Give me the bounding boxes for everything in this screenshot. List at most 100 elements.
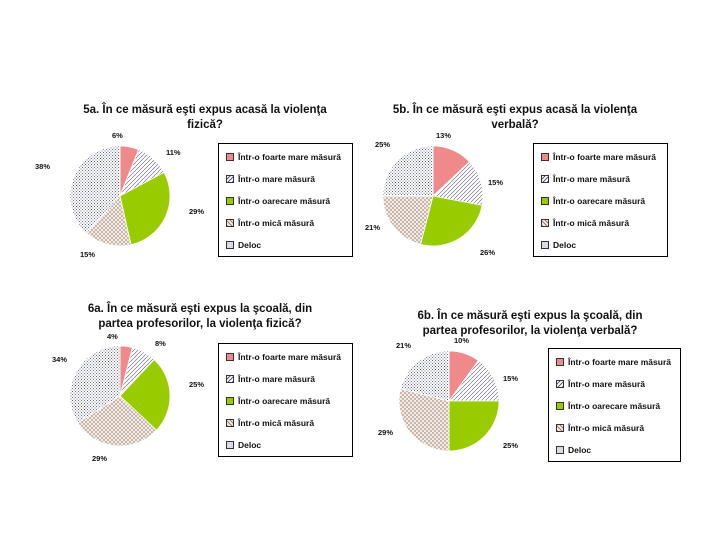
legend-swatch-2 xyxy=(541,197,549,205)
chart-title-line2: fizică? xyxy=(187,119,223,131)
legend-item-2: Într-o oarecare măsură xyxy=(226,396,330,406)
legend-swatch-3 xyxy=(556,424,564,432)
legend-swatch-2 xyxy=(556,402,564,410)
legend-label-3: Într-o mică măsură xyxy=(238,418,315,428)
pie-chart xyxy=(69,345,171,447)
slice-label-4: 25% xyxy=(375,140,391,149)
legend-item-1: Într-o mare măsură xyxy=(226,174,315,184)
pie-slice-2 xyxy=(119,358,171,431)
legend-swatch-3 xyxy=(226,419,234,427)
legend-swatch-4 xyxy=(556,446,564,454)
chart-title: 5b. În ce măsură eşti expus acasă la vio… xyxy=(365,103,665,133)
chart-title-line1: 6a. În ce măsură eşti expus la şcoală, d… xyxy=(87,303,313,315)
slice-label-4: 38% xyxy=(35,162,51,171)
pie-chart xyxy=(398,350,500,452)
legend-item-0: Într-o foarte mare măsură xyxy=(556,357,671,367)
slice-label-0: 13% xyxy=(436,131,452,140)
legend-item-1: Într-o mare măsură xyxy=(226,374,315,384)
legend-swatch-4 xyxy=(226,241,234,249)
slice-label-1: 8% xyxy=(155,339,166,348)
legend-swatch-4 xyxy=(541,241,549,249)
legend-label-2: Într-o oarecare măsură xyxy=(553,196,646,206)
legend: Într-o foarte mare măsură Într-o mare măs… xyxy=(548,348,681,462)
legend-swatch-0 xyxy=(226,153,234,161)
chart-title-line2: verbală? xyxy=(491,119,539,131)
legend-label-2: Într-o oarecare măsură xyxy=(568,401,661,411)
legend-swatch-1 xyxy=(226,175,234,183)
legend-item-4: Deloc xyxy=(541,240,576,250)
legend-swatch-1 xyxy=(541,175,549,183)
slice-label-1: 11% xyxy=(166,148,181,157)
legend-item-4: Deloc xyxy=(556,445,591,455)
slice-label-1: 15% xyxy=(503,374,519,383)
chart-title-line2: partea profesorilor, la violenţa verbală… xyxy=(422,325,638,337)
slice-label-0: 6% xyxy=(112,131,123,140)
slice-label-2: 26% xyxy=(480,248,496,257)
legend-item-0: Într-o foarte mare măsură xyxy=(226,152,341,162)
legend-swatch-1 xyxy=(556,380,564,388)
pie-slice-4 xyxy=(400,350,450,402)
pie-slice-3 xyxy=(86,195,132,247)
slice-label-1: 15% xyxy=(488,178,504,187)
legend-swatch-4 xyxy=(226,441,234,449)
legend-label-4: Deloc xyxy=(238,240,262,250)
chart-title-line1: 6b. În ce măsură eşti expus la şcoală, d… xyxy=(417,310,643,322)
slice-label-3: 21% xyxy=(365,223,381,232)
legend-item-3: Într-o mică măsură xyxy=(226,218,314,228)
legend-swatch-2 xyxy=(226,197,234,205)
legend-label-4: Deloc xyxy=(553,240,577,250)
legend-item-3: Într-o mică măsură xyxy=(556,423,644,433)
pie-slice-3 xyxy=(398,388,450,452)
slice-label-2: 25% xyxy=(189,380,205,389)
legend: Într-o foarte mare măsură Într-o mare măs… xyxy=(218,343,353,457)
slice-label-2: 29% xyxy=(189,207,205,216)
slice-label-3: 29% xyxy=(378,428,394,437)
pie-slice-4 xyxy=(69,145,121,234)
legend-label-2: Într-o oarecare măsură xyxy=(238,396,331,406)
legend-label-3: Într-o mică măsură xyxy=(553,218,630,228)
legend: Într-o foarte mare măsură Într-o mare măs… xyxy=(218,143,353,257)
chart-title: 6b. În ce măsură eşti expus la şcoală, d… xyxy=(380,309,680,339)
chart-title-line2: partea profesorilor, la violenţa fizică? xyxy=(98,318,302,330)
legend-label-0: Într-o foarte mare măsură xyxy=(553,152,656,162)
pie-slice-4 xyxy=(382,145,434,197)
legend-item-0: Într-o foarte mare măsură xyxy=(226,352,341,362)
legend-swatch-0 xyxy=(226,353,234,361)
pie-slice-2 xyxy=(420,195,483,247)
legend-swatch-3 xyxy=(226,219,234,227)
legend-label-0: Într-o foarte mare măsură xyxy=(568,357,671,367)
legend-item-2: Într-o oarecare măsură xyxy=(541,196,645,206)
legend-item-2: Într-o oarecare măsură xyxy=(556,401,660,411)
legend-label-0: Într-o foarte mare măsură xyxy=(238,152,341,162)
legend-label-4: Deloc xyxy=(238,440,262,450)
legend-label-1: Într-o mare măsură xyxy=(238,374,315,384)
legend-label-0: Într-o foarte mare măsură xyxy=(238,352,341,362)
legend-item-1: Într-o mare măsură xyxy=(556,379,645,389)
legend-swatch-3 xyxy=(541,219,549,227)
slice-label-0: 4% xyxy=(107,332,118,341)
legend-label-1: Într-o mare măsură xyxy=(238,174,315,184)
legend-item-4: Deloc xyxy=(226,440,261,450)
legend-item-4: Deloc xyxy=(226,240,261,250)
chart-title: 5a. În ce măsură eşti expus acasă la vio… xyxy=(60,103,350,133)
pie-slice-3 xyxy=(77,395,158,447)
legend-item-3: Într-o mică măsură xyxy=(226,418,314,428)
chart-title-line1: 5b. În ce măsură eşti expus acasă la vio… xyxy=(392,104,638,116)
chart-title: 6a. În ce măsură eşti expus la şcoală, d… xyxy=(55,302,345,332)
pie-slice-2 xyxy=(448,400,500,452)
slice-label-4: 34% xyxy=(52,355,68,364)
legend-item-2: Într-o oarecare măsură xyxy=(226,196,330,206)
slice-label-2: 25% xyxy=(503,441,519,450)
chart-title-line1: 5a. În ce măsură eşti expus acasă la vio… xyxy=(83,104,327,116)
legend-label-2: Într-o oarecare măsură xyxy=(238,196,331,206)
legend-label-3: Într-o mică măsură xyxy=(238,218,315,228)
legend-item-3: Într-o mică măsură xyxy=(541,218,629,228)
pie-chart xyxy=(382,145,484,247)
slice-label-0: 10% xyxy=(454,336,470,345)
legend-swatch-0 xyxy=(541,153,549,161)
legend-label-1: Într-o mare măsură xyxy=(553,174,630,184)
legend-item-0: Într-o foarte mare măsură xyxy=(541,152,656,162)
legend: Într-o foarte mare măsură Într-o mare măs… xyxy=(533,143,668,257)
legend-label-3: Într-o mică măsură xyxy=(568,423,645,433)
pie-chart xyxy=(69,145,171,247)
